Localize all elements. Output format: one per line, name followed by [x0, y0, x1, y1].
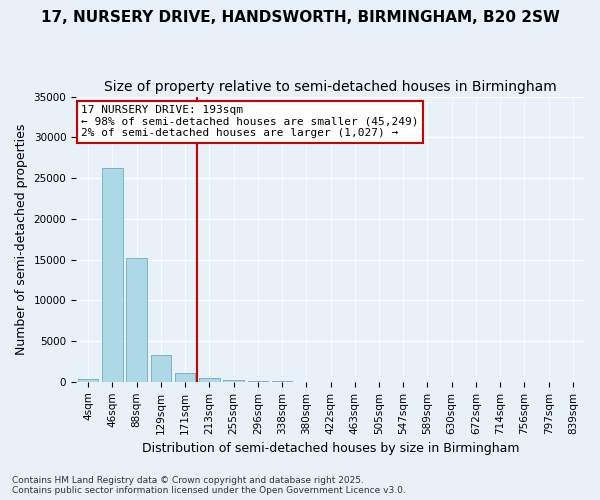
- Bar: [248, 381, 268, 382]
- Bar: [127, 258, 147, 382]
- Bar: [223, 380, 244, 382]
- Bar: [175, 373, 196, 382]
- Text: 17 NURSERY DRIVE: 193sqm
← 98% of semi-detached houses are smaller (45,249)
2% o: 17 NURSERY DRIVE: 193sqm ← 98% of semi-d…: [81, 105, 419, 138]
- Text: 17, NURSERY DRIVE, HANDSWORTH, BIRMINGHAM, B20 2SW: 17, NURSERY DRIVE, HANDSWORTH, BIRMINGHA…: [41, 10, 559, 25]
- Bar: [151, 355, 171, 382]
- Y-axis label: Number of semi-detached properties: Number of semi-detached properties: [15, 124, 28, 355]
- Text: Contains HM Land Registry data © Crown copyright and database right 2025.
Contai: Contains HM Land Registry data © Crown c…: [12, 476, 406, 495]
- Title: Size of property relative to semi-detached houses in Birmingham: Size of property relative to semi-detach…: [104, 80, 557, 94]
- Bar: [78, 378, 98, 382]
- Bar: [102, 168, 122, 382]
- Bar: [199, 378, 220, 382]
- X-axis label: Distribution of semi-detached houses by size in Birmingham: Distribution of semi-detached houses by …: [142, 442, 519, 455]
